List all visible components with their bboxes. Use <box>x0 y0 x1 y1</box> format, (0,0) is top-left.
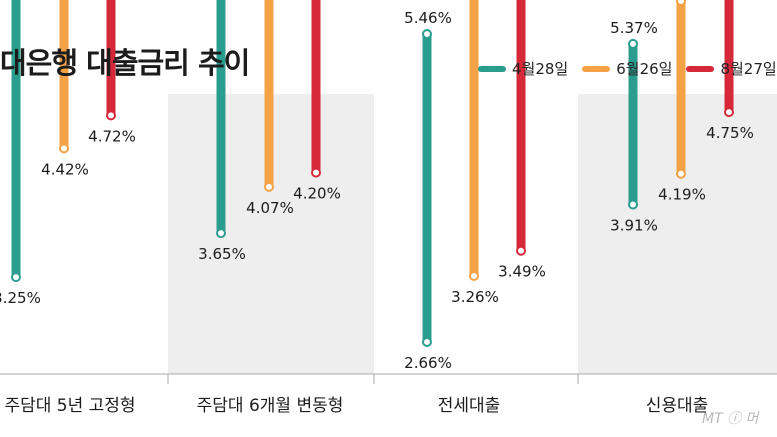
label-low-0-1: 4.42% <box>41 160 89 178</box>
legend-item-jun26: 6월26일 <box>582 58 672 79</box>
label-low-2-0: 2.66% <box>404 354 452 372</box>
watermark: MT ⓘ 머 <box>702 411 759 427</box>
range-low-dot-1-2 <box>311 167 321 178</box>
label-low-0-0: 3.25% <box>0 289 41 307</box>
range-low-dot-3-1 <box>676 168 686 179</box>
legend-swatch-apr28 <box>478 65 506 72</box>
legend-swatch-jun26 <box>582 65 611 72</box>
range-low-dot-2-2 <box>516 245 526 256</box>
range-low-dot-1-1 <box>264 181 274 192</box>
range-high-dot-3-1 <box>676 0 686 6</box>
label-low-0-2: 4.72% <box>88 127 136 145</box>
panel-0 <box>0 94 168 374</box>
label-low-1-1: 4.07% <box>246 199 294 217</box>
legend-swatch-aug27 <box>686 65 715 72</box>
legend: 4월28일 6월26일 8월27일 <box>478 58 777 79</box>
legend-item-aug27: 8월27일 <box>686 58 777 79</box>
legend-item-apr28: 4월28일 <box>478 58 568 79</box>
label-low-3-1: 4.19% <box>658 186 706 204</box>
category-label-0: 주담대 5년 고정형 <box>4 396 135 416</box>
range-high-dot-2-0 <box>422 29 432 39</box>
category-label-2: 전세대출 <box>438 396 501 416</box>
range-low-dot-2-1 <box>469 271 479 281</box>
legend-label-apr28: 4월28일 <box>512 60 569 78</box>
label-low-3-0: 3.91% <box>610 217 658 235</box>
label-low-2-1: 3.26% <box>451 288 499 306</box>
legend-label-aug27: 8월27일 <box>720 60 777 78</box>
category-label-3: 신용대출 <box>646 396 709 416</box>
legend-label-jun26: 6월26일 <box>616 60 673 78</box>
range-low-dot-2-0 <box>422 337 432 347</box>
label-high-2-0: 5.46% <box>404 9 452 27</box>
range-low-dot-3-2 <box>724 107 734 118</box>
range-high-dot-3-0 <box>628 38 638 49</box>
label-low-1-0: 3.65% <box>198 245 246 263</box>
category-label-1: 주담대 6개월 변동형 <box>197 396 344 416</box>
label-low-3-2: 4.75% <box>706 124 754 142</box>
range-low-dot-3-0 <box>628 199 638 210</box>
range-low-dot-0-2 <box>106 110 116 121</box>
chart-title: 대은행 대출금리 추이 <box>0 46 250 80</box>
label-low-1-2: 4.20% <box>293 185 341 203</box>
range-low-dot-0-1 <box>59 143 69 154</box>
range-low-dot-1-0 <box>216 228 226 239</box>
label-low-2-2: 3.49% <box>498 263 546 281</box>
range-low-dot-0-0 <box>11 272 21 283</box>
label-high-3-0: 5.37% <box>610 19 658 37</box>
